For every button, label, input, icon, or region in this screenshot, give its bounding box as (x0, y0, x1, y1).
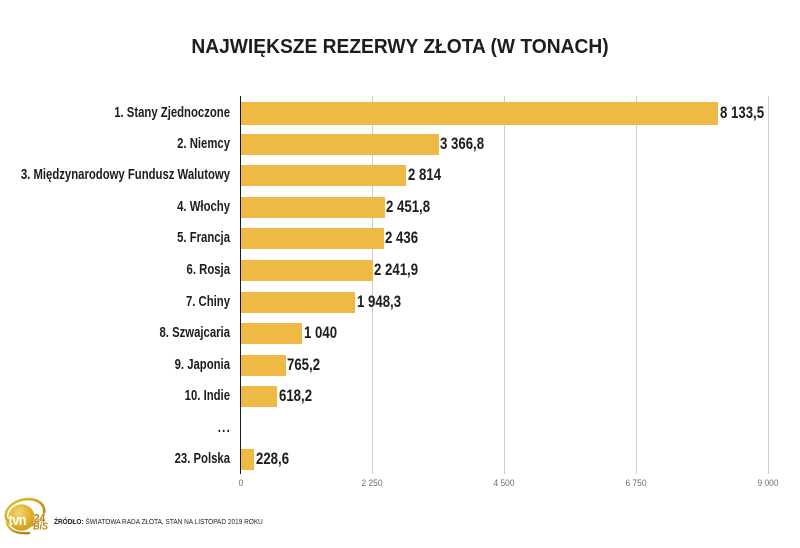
svg-text:BiS: BiS (33, 521, 49, 533)
svg-text:24: 24 (34, 513, 46, 526)
svg-text:tvn: tvn (8, 512, 26, 528)
